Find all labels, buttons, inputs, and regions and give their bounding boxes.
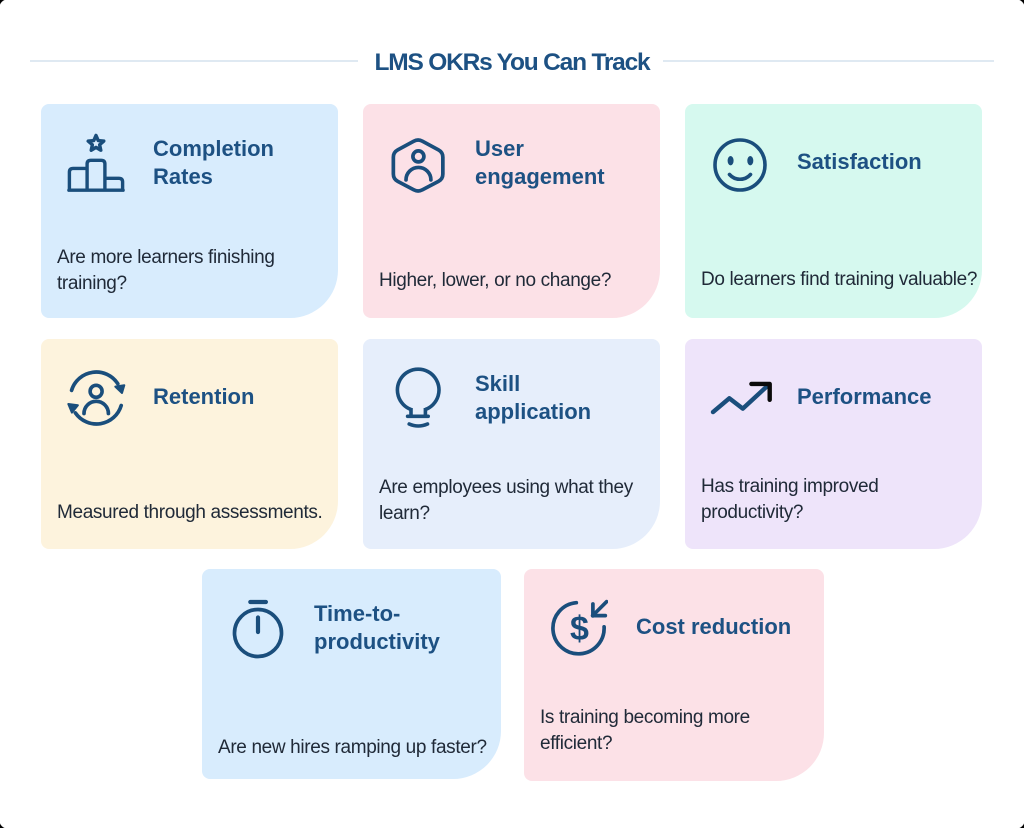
svg-text:$: $	[570, 610, 589, 648]
